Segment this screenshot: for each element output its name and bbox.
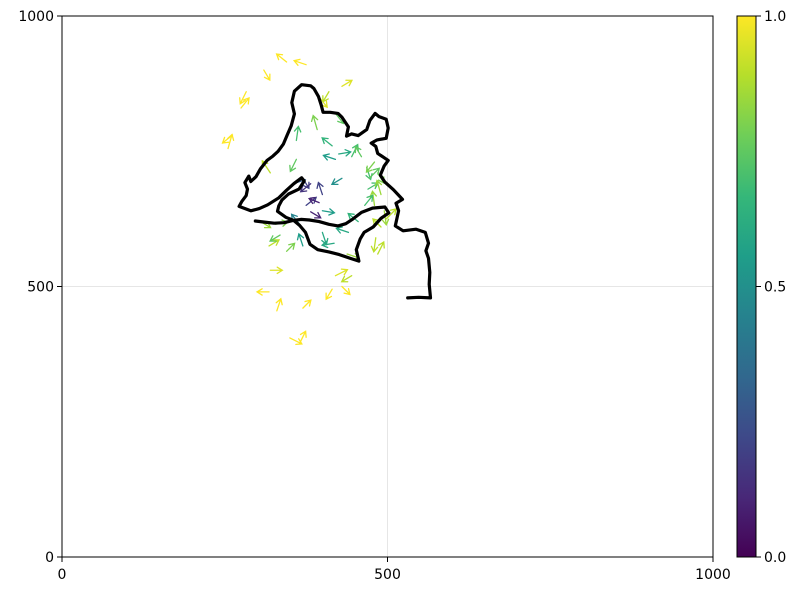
arrow-mark [268, 239, 281, 247]
y-tick-label: 0 [45, 550, 54, 566]
arrow-mark [320, 240, 335, 249]
arrow-mark [364, 194, 374, 206]
y-axis: 0 500 1000 [18, 9, 62, 566]
arrow-mark [330, 177, 343, 186]
colorbar-tick-label: 0.5 [764, 280, 786, 296]
arrow-mark [302, 299, 312, 309]
arrow-mark [369, 190, 377, 206]
arrow-mark [275, 297, 283, 312]
arrow-mark [292, 58, 307, 66]
colorbar-tick-label: 0.0 [764, 550, 786, 566]
arrow-mark [354, 145, 363, 158]
x-tick-label: 1000 [695, 567, 731, 583]
trajectory-line [237, 83, 433, 300]
arrow-mark [269, 266, 284, 275]
arrow-mark [296, 232, 305, 247]
arrow-mark [310, 211, 322, 219]
arrow-mark [370, 237, 379, 254]
arrow-mark [293, 125, 302, 142]
arrow-mark [269, 234, 281, 242]
arrow-mark [316, 181, 324, 196]
y-tick-label: 1000 [18, 9, 54, 25]
arrow-mark [285, 242, 296, 252]
arrow-mark [321, 137, 333, 147]
arrow-mark [299, 183, 312, 193]
y-tick-label: 500 [27, 280, 54, 296]
arrow-mark [338, 149, 352, 157]
arrow-mark [381, 210, 390, 226]
x-tick-label: 0 [58, 567, 67, 583]
x-tick-label: 500 [374, 567, 401, 583]
arrow-mark [255, 288, 270, 296]
trajectory-layer [237, 83, 433, 300]
colorbar [737, 16, 756, 557]
colorbar-tick-label: 1.0 [764, 9, 786, 25]
arrow-mark [263, 69, 271, 82]
arrow-mark [325, 288, 333, 301]
arrow-mark [310, 114, 319, 131]
arrow-mark [340, 275, 353, 283]
arrow-mark [289, 158, 298, 173]
x-axis: 0 500 1000 [58, 557, 731, 583]
colorbar-axis: 0.0 0.5 1.0 [756, 9, 786, 566]
arrow-mark [368, 167, 381, 179]
arrow-mark [239, 91, 247, 105]
arrow-mark [341, 285, 351, 296]
arrow-mark [365, 161, 376, 174]
arrow-mark [221, 134, 234, 144]
arrow-mark [374, 179, 383, 196]
arrow-mark [298, 330, 307, 344]
arrow-mark [321, 208, 336, 216]
arrow-mark [334, 268, 349, 277]
arrow-mark [335, 226, 350, 234]
arrow-mark [385, 207, 398, 220]
arrow-mark [322, 153, 337, 161]
arrow-mark [307, 196, 320, 205]
arrow-mark [341, 79, 353, 87]
arrow-mark [275, 53, 288, 63]
arrow-mark [240, 96, 250, 109]
arrow-mark [322, 91, 330, 103]
arrow-mark [377, 240, 385, 255]
